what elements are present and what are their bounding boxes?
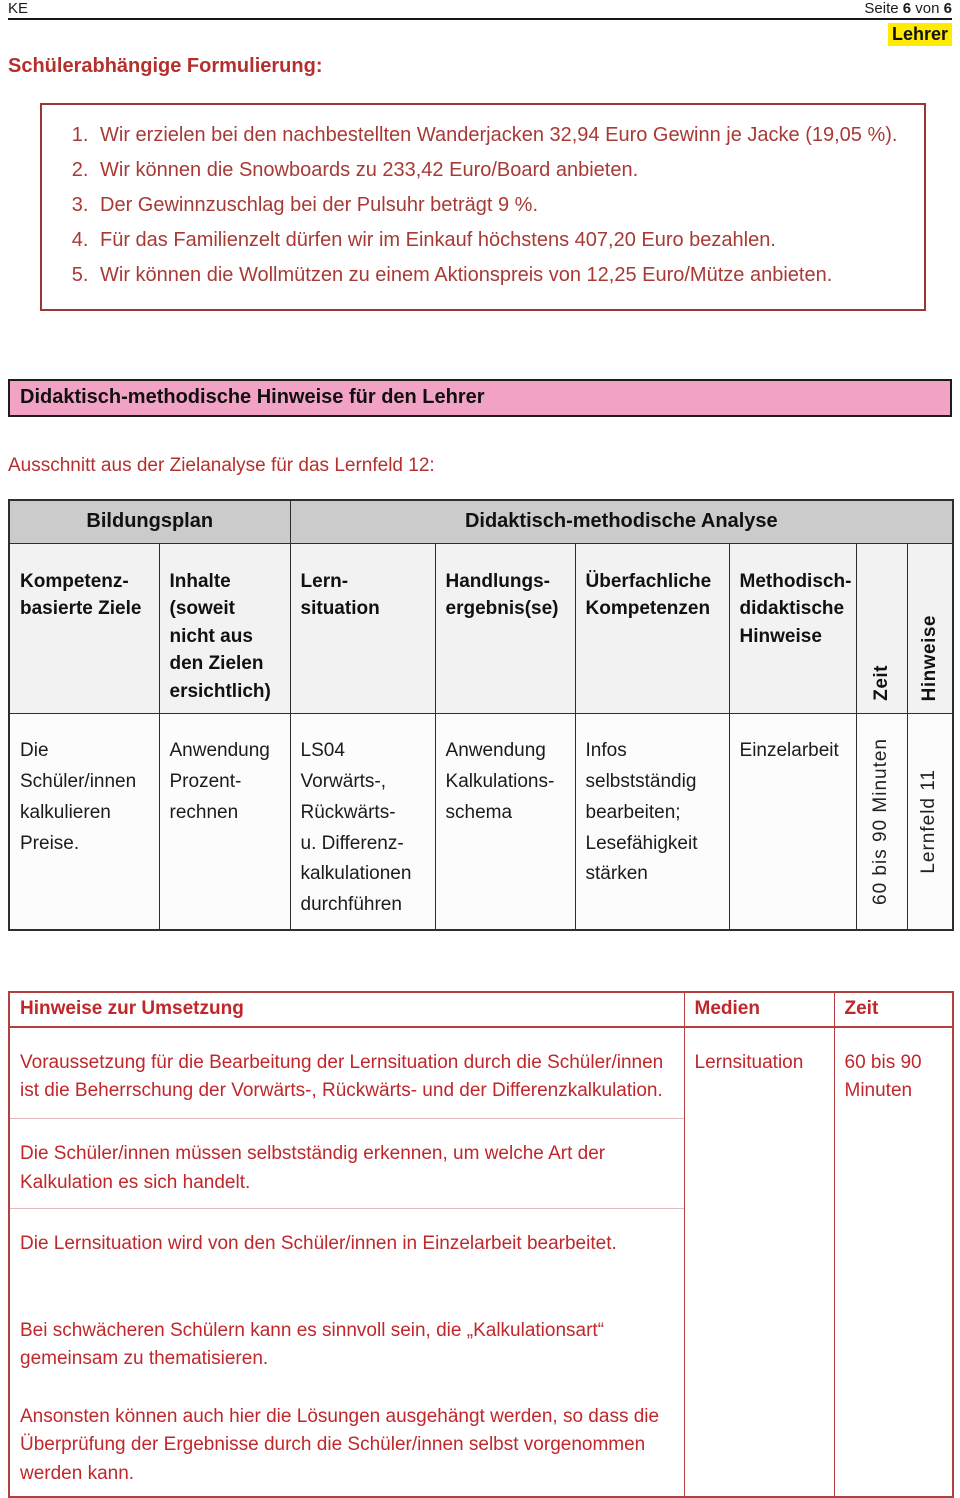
goal-analysis-table: Bildungsplan Didaktisch-methodische Anal… [8, 499, 955, 931]
badge-row: Lehrer [8, 23, 952, 46]
col-header-kompetenzen: Überfachliche Kompetenzen [574, 542, 730, 715]
list-item: Für das Familienzelt dürfen wir im Einka… [94, 227, 914, 253]
formulation-list-box: Wir erzielen bei den nachbestellten Wand… [40, 103, 926, 311]
table-row: Die Lernsituation wird von den Schüler/i… [9, 1208, 953, 1296]
list-item: Wir können die Wollmützen zu einem Aktio… [94, 262, 914, 288]
col-header-ziele: Kompetenz- basierte Ziele [8, 542, 160, 715]
cell-lernfeld: Lernfeld 11 [906, 713, 954, 931]
col-header-inhalte: Inhalte (soweit nicht aus den Zielen ers… [158, 542, 291, 715]
hinweise-rotated-label: Hinweise [919, 614, 941, 702]
col-header-handlungsergebnis: Handlungs- ergebnis(se) [434, 542, 576, 715]
cell-kompetenzen: Infos selbstständig bearbeiten; Lesefähi… [574, 713, 730, 931]
cell-methodische-hinweise: Einzelarbeit [728, 713, 857, 931]
cell-inhalte: Anwendung Prozent- rechnen [158, 713, 291, 931]
group-header-row: Bildungsplan Didaktisch-methodische Anal… [8, 499, 954, 544]
list-item: Der Gewinnzuschlag bei der Pulsuhr beträ… [94, 192, 914, 218]
header-medien: Medien [683, 991, 834, 1028]
zeit-rotated-label: Zeit [870, 665, 892, 702]
lehrer-badge: Lehrer [887, 23, 952, 46]
analysis-subtitle: Ausschnitt aus der Zielanalyse für das L… [8, 455, 435, 476]
cell-zeit: 60 bis 90 Minuten [855, 713, 908, 931]
page-current: 6 [902, 0, 912, 17]
note-paragraph: Bei schwächeren Schülern kann es sinnvol… [20, 1319, 605, 1370]
zeit-value: 60 bis 90 Minuten [833, 1026, 953, 1498]
page-word-seite: Seite [864, 0, 899, 17]
col-header-zeit: Zeit [855, 542, 908, 715]
note-paragraph: Die Lernsituation wird von den Schüler/i… [9, 1208, 684, 1296]
didactic-banner: Didaktisch-methodische Hinweise für den … [8, 379, 952, 417]
zeit-value-rotated: 60 bis 90 Minuten [870, 738, 892, 906]
note-paragraph: Voraussetzung für die Bearbeitung der Le… [20, 1051, 664, 1102]
header-zeit: Zeit [833, 991, 953, 1028]
note-paragraph: Die Schüler/innen müssen selbstständig e… [9, 1118, 684, 1209]
note-paragraph: Ansonsten können auch hier die Lösungen … [20, 1405, 660, 1484]
cell-handlungsergebnis: Anwendung Kalkulations- schema [434, 713, 576, 931]
medien-value: Lernsituation [683, 1026, 834, 1498]
header-author-initials: KE [8, 0, 29, 17]
page-total: 6 [943, 0, 952, 17]
list-item: Wir erzielen bei den nachbestellten Wand… [94, 122, 914, 148]
implementation-table: Hinweise zur Umsetzung Medien Zeit Vorau… [8, 990, 954, 1498]
page-word-von: von [915, 0, 940, 17]
table-row: Voraussetzung für die Bearbeitung der Le… [9, 1026, 953, 1498]
column-header-row: Kompetenz- basierte Ziele Inhalte (sowei… [8, 542, 954, 715]
col-header-lernsituation: Lern- situation [289, 542, 436, 715]
page-number-indicator: Seite 6 von 6 [864, 1, 952, 16]
cell-lernsituation: LS04 Vorwärts-, Rückwärts- u. Differenz-… [289, 713, 436, 931]
list-item: Wir können die Snowboards zu 233,42 Euro… [94, 157, 914, 183]
header-hinweise-umsetzung: Hinweise zur Umsetzung [9, 991, 684, 1028]
col-header-hinweise-rot: Hinweise [906, 542, 954, 715]
group-header-analyse: Didaktisch-methodische Analyse [289, 499, 954, 544]
col-header-hinweise: Methodisch- didaktische Hinweise [728, 542, 857, 715]
lernfeld-value-rotated: Lernfeld 11 [918, 769, 940, 874]
cell-ziele: Die Schüler/innen kalkulieren Preise. [8, 713, 160, 931]
page-header: KE Seite 6 von 6 [8, 0, 952, 20]
table-row: Bei schwächeren Schülern kann es sinnvol… [9, 1296, 953, 1382]
section-title: Schülerabhängige Formulierung: [8, 55, 323, 77]
table-row: Die Schüler/innen müssen selbstständig e… [9, 1118, 953, 1209]
group-header-bildungsplan: Bildungsplan [8, 499, 291, 544]
formulation-list: Wir erzielen bei den nachbestellten Wand… [48, 122, 914, 288]
table-row: Die Schüler/innen kalkulieren Preise. An… [8, 713, 954, 931]
implementation-header-row: Hinweise zur Umsetzung Medien Zeit [9, 991, 953, 1028]
